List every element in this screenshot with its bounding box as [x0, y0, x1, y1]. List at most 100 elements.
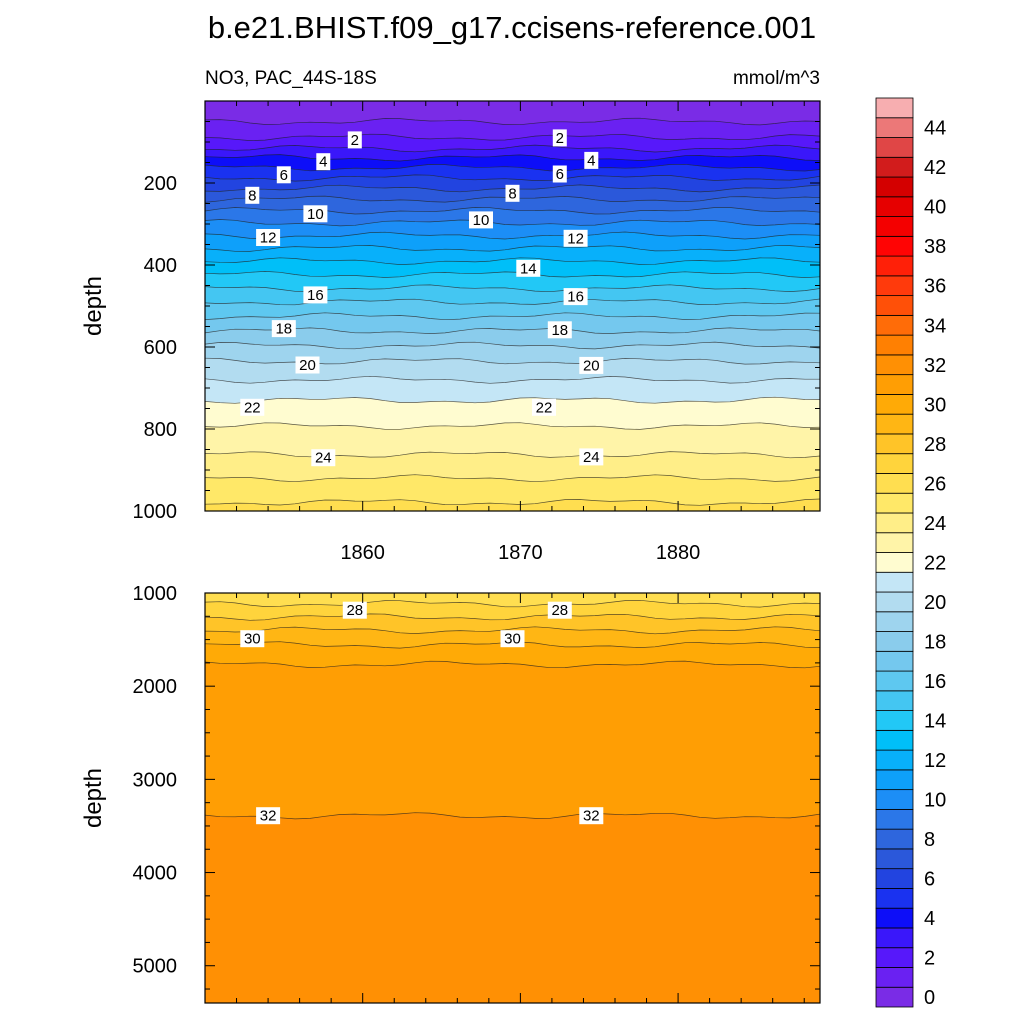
- upper-contour-label-bg: [505, 184, 520, 202]
- colorbar-box: [875, 275, 914, 297]
- lower-y-tick-label: 3000: [133, 769, 178, 791]
- lower-y-tick-label: 4000: [133, 863, 178, 885]
- upper-contour-line: [204, 245, 821, 252]
- colorbar-tick-label: 6: [924, 869, 935, 891]
- lower-contour-label-text: 32: [583, 808, 600, 825]
- upper-contour-label-text: 2: [556, 130, 564, 147]
- upper-y-tick-label: 200: [144, 173, 177, 195]
- upper-contour-line: [204, 163, 821, 172]
- colorbar-box: [875, 473, 914, 494]
- lower-contour-label-bg: [500, 630, 525, 648]
- lower-contour-label: 28: [342, 601, 367, 619]
- lower-contour-fills: [204, 592, 821, 1004]
- upper-contour-line: [204, 231, 821, 240]
- colorbar-box: [875, 868, 914, 889]
- upper-contour-label-text: 18: [551, 322, 568, 339]
- colorbar-tick-label: 2: [924, 948, 935, 970]
- upper-contour-label-bg: [303, 205, 328, 223]
- upper-contour-line: [204, 375, 820, 384]
- upper-contour-label-text: 4: [319, 154, 327, 171]
- colorbar-box: [875, 611, 914, 632]
- colorbar-box: [875, 769, 914, 791]
- upper-contour-label: 12: [563, 229, 588, 247]
- colorbar-boxes: [875, 97, 914, 1008]
- upper-contour-label-bg: [552, 165, 567, 183]
- upper-contour-line: [204, 133, 821, 141]
- upper-y-tick-label: 600: [144, 337, 177, 359]
- upper-contour-label-text: 18: [275, 321, 292, 338]
- colorbar-box: [875, 552, 914, 573]
- upper-contour-label: 6: [276, 166, 291, 184]
- colorbar-box: [875, 156, 914, 178]
- colorbar-box: [875, 97, 914, 119]
- upper-axis-ticks: 1860 1870 1880 200 400 600 800 1000: [133, 100, 820, 564]
- upper-contour-label-text: 2: [351, 132, 359, 149]
- colorbar-tick-label: 38: [924, 236, 946, 258]
- lower-y-tick-label: 2000: [133, 676, 178, 698]
- upper-contour-label: 6: [552, 165, 567, 183]
- upper-contour-label-text: 6: [280, 167, 288, 184]
- colorbar: 0246810121416182022242628303234363840424…: [875, 97, 946, 1009]
- colorbar-box: [875, 413, 914, 435]
- colorbar-tick-label: 10: [924, 790, 946, 812]
- upper-contour-line: [204, 257, 821, 265]
- lower-contour-line: [204, 599, 821, 608]
- lower-contour-line: [204, 812, 821, 820]
- colorbar-box: [875, 255, 914, 277]
- colorbar-tick-label: 20: [924, 592, 946, 614]
- colorbar-box: [875, 196, 914, 217]
- colorbar-tick-label: 24: [924, 513, 946, 535]
- colorbar-tick-label: 22: [924, 552, 946, 574]
- upper-contour-label: 24: [579, 448, 604, 466]
- colorbar-box: [875, 591, 914, 613]
- upper-contour-label: 20: [579, 356, 604, 374]
- upper-contour-label-text: 4: [587, 152, 595, 169]
- upper-x-tick-label: 1880: [656, 542, 701, 564]
- colorbar-box: [875, 670, 914, 692]
- upper-contour-band: [204, 100, 821, 126]
- lower-contour-label-text: 30: [504, 631, 521, 648]
- colorbar-box: [875, 295, 914, 316]
- upper-contour-label: 14: [516, 259, 541, 277]
- lower-panel: 28 28 30 30 32 32 1000 2000 3000 4000 5000 depth: [80, 583, 821, 1004]
- upper-contour-line: [204, 144, 821, 153]
- upper-y-tick-label: 400: [144, 255, 177, 277]
- upper-contour-line: [204, 219, 821, 227]
- upper-contour-label: 10: [303, 205, 328, 223]
- upper-y-tick-label: 1000: [133, 501, 178, 523]
- colorbar-tick-label: 42: [924, 157, 946, 179]
- upper-contour-fills: [204, 100, 821, 512]
- upper-contour-label-text: 16: [567, 289, 584, 306]
- lower-contour-line: [204, 613, 821, 621]
- upper-contour-label-bg: [516, 259, 541, 277]
- upper-contour-label-bg: [276, 166, 291, 184]
- lower-contour-line: [204, 626, 821, 635]
- upper-contour-line: [204, 474, 821, 483]
- upper-contour-label-text: 22: [536, 399, 553, 416]
- lower-contour-line: [204, 660, 821, 669]
- colorbar-tick-label: 14: [924, 711, 946, 733]
- upper-contour-label-bg: [311, 449, 336, 467]
- lower-contour-label-text: 28: [551, 602, 568, 619]
- upper-contour-label-text: 14: [520, 260, 537, 277]
- lower-contour-band: [204, 660, 821, 820]
- upper-contour-line: [204, 451, 821, 459]
- upper-contour-label: 8: [245, 186, 260, 204]
- upper-x-tick-label: 1860: [340, 542, 385, 564]
- upper-contour-label-bg: [584, 151, 599, 169]
- upper-contour-label-bg: [240, 398, 265, 416]
- lower-y-axis-label: depth: [80, 768, 107, 828]
- upper-contour-label-text: 16: [307, 287, 324, 304]
- upper-contour-label: 2: [552, 129, 567, 147]
- colorbar-box: [875, 512, 914, 534]
- colorbar-box: [875, 117, 914, 138]
- lower-contour-label: 30: [500, 630, 525, 648]
- figure-title: b.e21.BHIST.f09_g17.ccisens-reference.00…: [208, 10, 816, 45]
- upper-contour-label-bg: [579, 448, 604, 466]
- lower-contour-label: 32: [256, 807, 281, 825]
- lower-contour-label: 32: [579, 807, 604, 825]
- colorbar-tick-label: 16: [924, 671, 946, 693]
- upper-x-tick-label: 1870: [498, 542, 543, 564]
- upper-contour-line: [204, 154, 821, 162]
